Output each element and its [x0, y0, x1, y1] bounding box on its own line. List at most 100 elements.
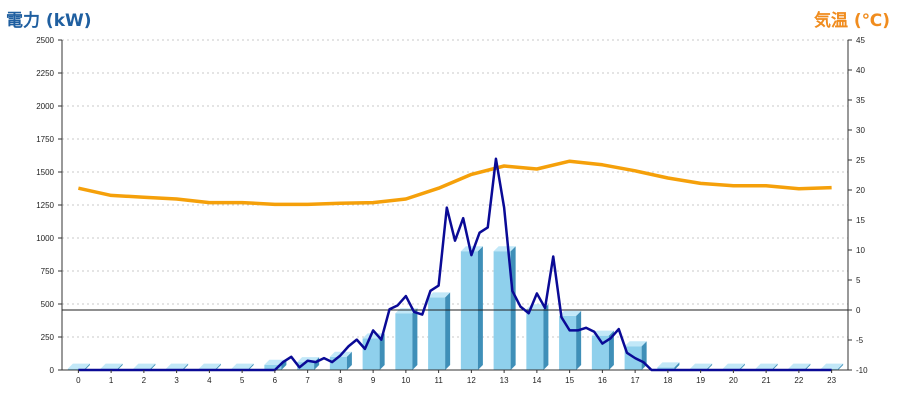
power-bar-side [150, 363, 156, 370]
power-bar-top [166, 363, 189, 369]
power-bar-side [445, 292, 451, 370]
power-bar-side [510, 246, 516, 370]
right-tick-label: 0 [856, 306, 861, 315]
power-bar-side [674, 362, 680, 370]
x-tick-label: 3 [174, 376, 179, 385]
axes [61, 40, 849, 371]
right-tick-label: 15 [856, 216, 865, 225]
left-tick-label: 750 [41, 267, 55, 276]
left-tick-label: 1000 [36, 234, 54, 243]
x-tick-label: 20 [729, 376, 738, 385]
left-tick-label: 2000 [36, 102, 54, 111]
power-bar [264, 364, 282, 370]
x-tick-label: 12 [467, 376, 476, 385]
x-tick-label: 22 [794, 376, 803, 385]
left-axis-title: 電力 (kW) [6, 11, 92, 31]
x-tick-label: 23 [827, 376, 836, 385]
x-tick-label: 19 [696, 376, 705, 385]
x-tick-label: 1 [109, 376, 114, 385]
power-bar-side [281, 359, 287, 370]
gridlines [62, 39, 848, 338]
power-bar-side [346, 351, 352, 370]
power-bar-top [460, 246, 483, 252]
left-tick-label: 0 [50, 366, 55, 375]
power-bar-top [133, 363, 156, 369]
power-bar [329, 356, 347, 370]
right-tick-label: 40 [856, 66, 865, 75]
power-bar [362, 338, 380, 370]
power-bar [460, 251, 478, 370]
x-tick-label: 18 [663, 376, 672, 385]
right-tick-label: -10 [856, 366, 868, 375]
x-tick-label: 8 [338, 376, 343, 385]
power-bar [526, 309, 544, 370]
power-bar-side [412, 308, 418, 370]
power-bar-side [183, 363, 189, 370]
power-bar-side [838, 363, 844, 370]
power-bar [297, 362, 315, 370]
power-bar-side [707, 363, 713, 370]
temperature-series [77, 159, 832, 207]
power-bar-side [805, 363, 811, 370]
power-bar [395, 313, 413, 370]
power-bar-side [379, 333, 385, 370]
right-tick-label: 35 [856, 96, 865, 105]
power-bar-side [543, 304, 549, 370]
power-bar [493, 251, 511, 370]
power-bar-side [215, 363, 221, 370]
right-axis-title: 気温 (℃) [813, 11, 890, 31]
power-bar-top [755, 363, 778, 369]
power-bar-top [231, 363, 254, 369]
right-tick-label: -5 [856, 336, 864, 345]
x-tick-label: 5 [240, 376, 245, 385]
x-tick-label: 7 [305, 376, 310, 385]
x-tick-label: 2 [142, 376, 147, 385]
power-bar-side [248, 363, 254, 370]
power-line [78, 157, 832, 372]
left-tick-label: 2250 [36, 69, 54, 78]
power-bar-top [821, 363, 844, 369]
power-bar-side [608, 330, 614, 370]
right-tick-label: 25 [856, 156, 865, 165]
left-tick-label: 1250 [36, 201, 54, 210]
temperature-line [77, 159, 832, 207]
power-bar-top [559, 310, 582, 316]
right-tick-label: 45 [856, 36, 865, 45]
left-tick-label: 1750 [36, 135, 54, 144]
power-bar [657, 367, 675, 370]
power-bar [591, 335, 609, 370]
x-tick-label: 13 [500, 376, 509, 385]
power-bar-top [657, 362, 680, 368]
power-bar [428, 297, 446, 370]
x-tick-label: 16 [598, 376, 607, 385]
x-tick-label: 6 [273, 376, 278, 385]
power-bar-side [117, 363, 123, 370]
left-tick-label: 250 [41, 333, 55, 342]
left-tick-label: 1500 [36, 168, 54, 177]
power-bar-top [428, 292, 451, 298]
power-bar-top [722, 363, 745, 369]
power-bar-top [67, 363, 90, 369]
x-tick-label: 0 [76, 376, 81, 385]
power-bar-top [198, 363, 221, 369]
x-tick-label: 10 [401, 376, 410, 385]
power-bar-side [772, 363, 778, 370]
power-bar [559, 315, 577, 370]
right-tick-label: 30 [856, 126, 865, 135]
x-tick-label: 4 [207, 376, 212, 385]
power-bars [67, 246, 844, 370]
x-tick-label: 21 [762, 376, 771, 385]
power-bar-top [493, 246, 516, 252]
x-tick-label: 17 [631, 376, 640, 385]
x-tick-label: 9 [371, 376, 376, 385]
x-tick-label: 15 [565, 376, 574, 385]
power-bar-top [624, 341, 647, 347]
power-bar-side [739, 363, 745, 370]
power-bar-top [100, 363, 123, 369]
power-bar-top [690, 363, 713, 369]
tick-labels: 0 250 5 0 0 750 1000 1250 1500 1750 2000 2250 2500 -1… [36, 36, 868, 385]
right-tick-label: 20 [856, 186, 865, 195]
right-tick-label: 5 [856, 276, 861, 285]
left-tick-label: 2500 [36, 36, 54, 45]
